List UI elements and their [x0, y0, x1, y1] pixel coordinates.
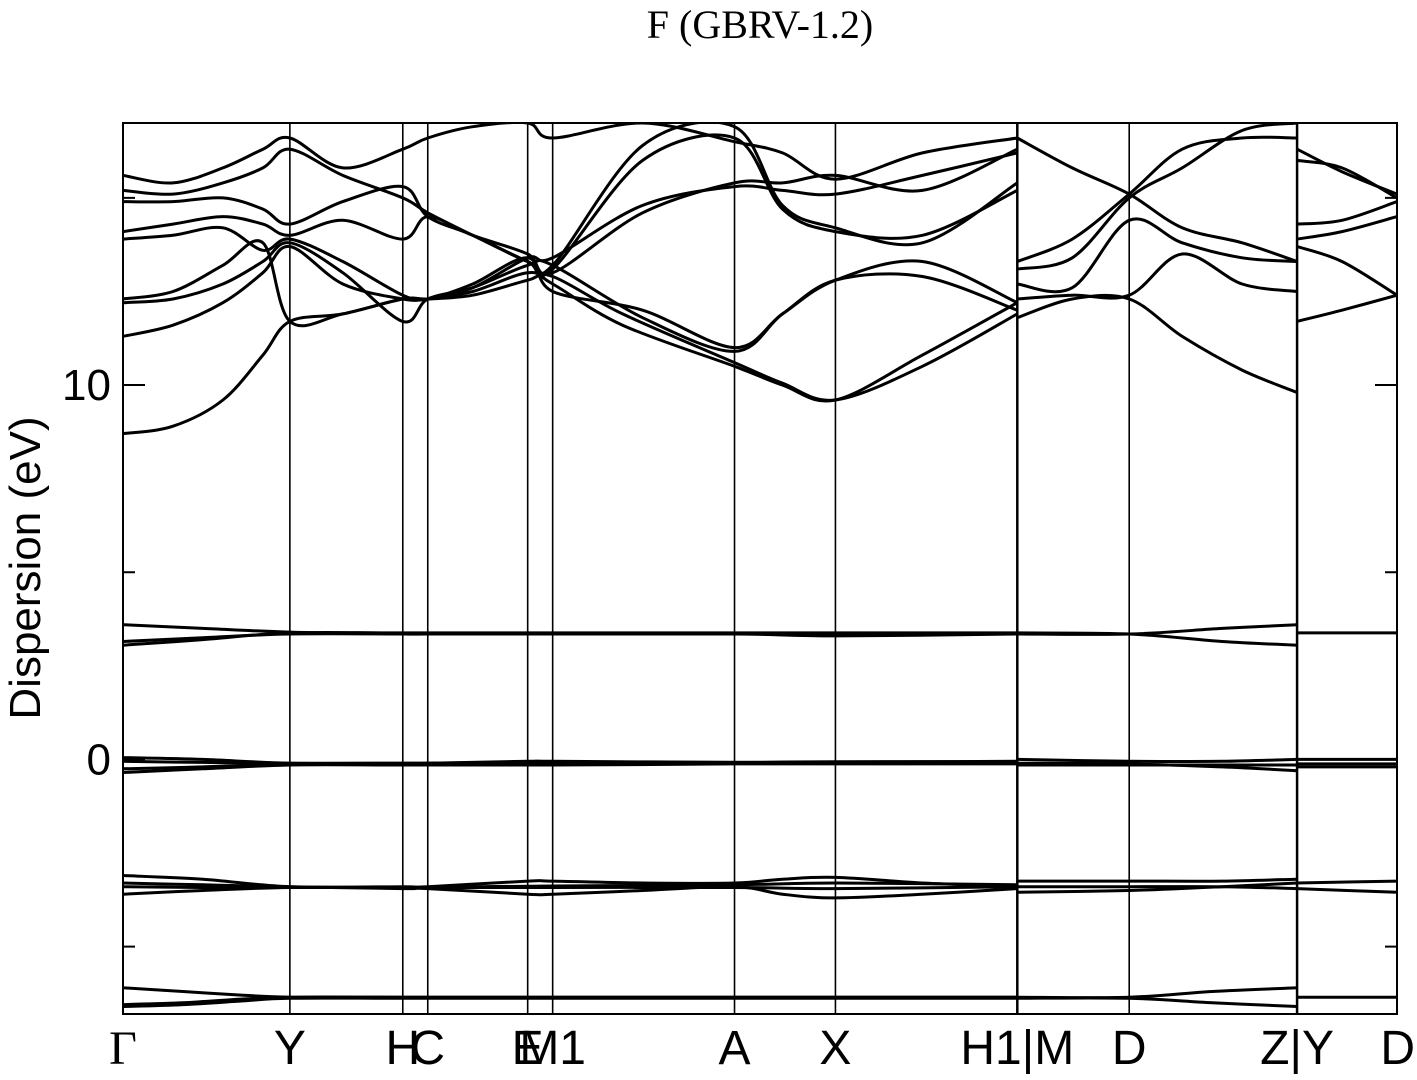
kpoint-label: D	[1112, 1022, 1147, 1075]
band-32	[123, 244, 1019, 403]
kpoint-label: D	[1380, 1022, 1415, 1075]
y-tick-label: 0	[87, 735, 111, 784]
kpoint-label: X	[819, 1022, 851, 1075]
band-39	[123, 123, 1018, 185]
band-46	[1296, 293, 1397, 323]
band-lines	[123, 123, 1397, 1008]
kpoint-labels: Γ Y HC EM1 A X H1|M D Z|Y D	[109, 1022, 1415, 1075]
kpoint-label: H	[385, 1022, 420, 1075]
kpoint-label: C	[410, 1022, 445, 1075]
band-11	[1017, 881, 1298, 894]
band-18	[123, 759, 1018, 765]
kpoint-label: H1|M	[960, 1022, 1074, 1075]
kpoint-label: Y	[274, 1022, 306, 1075]
band-3	[1017, 986, 1298, 1000]
band-43	[1016, 123, 1298, 271]
band-37	[123, 133, 1018, 278]
plot-frame	[122, 122, 1398, 1015]
band-31	[123, 272, 1019, 436]
band-45	[1016, 136, 1298, 263]
band-47	[1296, 245, 1397, 297]
band-12	[1017, 885, 1298, 891]
kpoint-label: M1	[519, 1022, 586, 1075]
band-19	[1017, 757, 1298, 764]
band-38	[123, 123, 1019, 276]
y-tick-label: 10	[62, 361, 111, 410]
band-4	[1017, 996, 1298, 1008]
band-44	[1016, 135, 1298, 263]
kpoint-lines	[289, 123, 1299, 1014]
band-34	[123, 239, 1018, 350]
band-2	[123, 996, 1018, 1008]
y-axis-label: Dispersion (eV)	[1, 416, 50, 719]
band-13	[1297, 879, 1397, 885]
band-27	[123, 630, 1018, 647]
band-42	[1017, 217, 1298, 294]
band-40	[1016, 293, 1298, 394]
band-49	[1296, 200, 1397, 226]
chart-title: F (GBRV-1.2)	[647, 2, 873, 47]
kpoint-label: Z|Y	[1260, 1022, 1334, 1075]
y-ticks: 0 10	[62, 196, 1397, 948]
band-17	[123, 762, 1018, 774]
band-48	[1296, 215, 1397, 241]
kpoint-label: Γ	[109, 1022, 137, 1075]
kpoint-label: E	[512, 1022, 544, 1075]
band-29	[1017, 631, 1298, 647]
band-51	[1296, 158, 1397, 200]
band-36	[123, 147, 1018, 276]
band-35	[123, 151, 1018, 302]
band-41	[1017, 252, 1298, 301]
band-10	[1017, 877, 1298, 883]
band-14	[1297, 887, 1397, 894]
kpoint-label: A	[719, 1022, 751, 1075]
